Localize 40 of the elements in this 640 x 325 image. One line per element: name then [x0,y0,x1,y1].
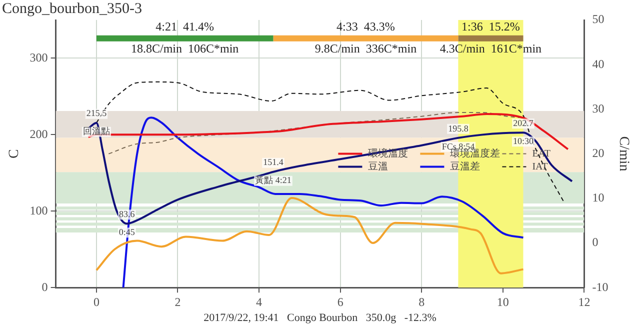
y2-tick-label: 0 [592,235,598,250]
annotation: 4:21 41.4% [156,20,214,34]
annotation: 1:36 15.2% [462,20,520,34]
y-tick-label: 300 [30,50,48,64]
legend-label: 豆溫 [368,160,388,172]
y2-axis-title: C/min [616,136,631,172]
y-tick-label: 200 [30,126,48,141]
y2-tick-label: 20 [592,146,604,160]
line-series [95,196,524,274]
legend-label: 豆溫差 [450,160,480,172]
annotation: 202.7 [513,118,534,128]
x-tick-label: 10 [496,294,509,309]
x-tick-label: 8 [418,294,425,309]
y2-tick-label: 30 [592,101,604,116]
legend-label: IAT [532,161,548,172]
x-tick-label: 2 [174,294,181,309]
annotation: 18.8C/min 106C*min [131,42,239,56]
annotation: 回溫點 [82,126,110,136]
y2-tick-label: 40 [592,56,604,71]
annotation: 9.8C/min 336C*min [314,42,417,56]
annotation: 151.4 [263,157,284,168]
y2-tick-label: 50 [592,12,604,26]
x-tick-label: 6 [337,294,344,309]
annotation: 10:30 [512,136,534,146]
y-tick-label: 0 [42,280,48,294]
x-tick-label: 0 [93,294,100,309]
annotation: 83.6 [119,209,136,220]
annotation: 4:33 43.3% [336,20,395,34]
annotation: 0:45 [118,227,136,238]
x-tick-label: 4 [256,294,262,309]
chart-title: Congo_bourbon_350-3 [2,0,142,17]
annotation: 215.5 [86,108,108,118]
text: 2017/9/22, 19:41 Congo Bourbon 350.0g -12.3% [204,312,436,324]
y2-tick-label: -10 [592,280,608,294]
y-axis-title: C [7,149,22,158]
x-tick-label: 12 [578,294,590,309]
y-tick-label: 100 [30,203,48,218]
annotation: 黃點 4:21 [255,175,292,186]
y2-tick-label: 10 [592,190,604,205]
annotation: 195.8 [448,123,469,134]
